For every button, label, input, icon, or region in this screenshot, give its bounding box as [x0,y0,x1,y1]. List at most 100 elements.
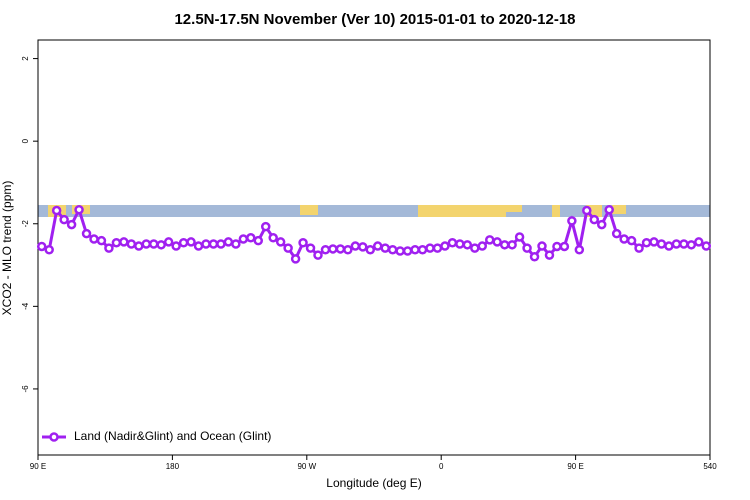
point [328,244,338,254]
point [350,241,361,251]
y-tick-label: -2 [21,220,30,228]
point [119,237,129,247]
x-tick-label: 90 W [297,462,316,471]
point [425,243,435,253]
point [51,205,62,216]
point [305,243,316,253]
y-tick-label: -4 [21,302,30,310]
legend-marker [49,432,59,442]
chart-title: 12.5N-17.5N November (Ver 10) 2015-01-01… [174,11,575,28]
point [387,245,398,255]
point [499,240,510,250]
point [260,221,271,232]
point [313,250,323,260]
point [604,204,614,215]
point [380,243,390,253]
point [664,241,674,251]
point [596,219,607,230]
point [283,243,293,253]
point [268,233,278,243]
point [275,237,286,247]
point [231,239,241,249]
point [522,243,532,253]
y-tick-label: -6 [21,385,30,393]
point [649,237,659,247]
point [208,239,219,249]
point [694,237,704,247]
point [432,243,443,253]
point [582,205,592,216]
point [567,216,577,226]
point [484,235,495,245]
point [141,239,152,249]
point [193,241,204,251]
x-tick-label: 540 [703,462,717,471]
point [156,240,166,250]
point [163,237,174,247]
x-tick-label: 180 [166,462,180,471]
point [477,241,488,251]
point [246,233,256,243]
point [89,234,99,244]
point [178,238,189,248]
point [447,238,458,248]
point [171,241,181,251]
point [537,241,547,251]
point [44,245,54,255]
point [358,242,368,252]
x-tick-label: 0 [439,462,444,471]
point [671,239,682,249]
point [544,250,555,260]
point [320,245,331,255]
point [223,237,234,247]
point [641,238,652,248]
point [253,235,264,246]
point [492,237,502,247]
point [59,214,69,225]
point [470,243,480,253]
point [410,245,420,255]
point [104,243,114,253]
y-tick-label: 0 [21,138,30,143]
x-tick-label: 90 E [30,462,46,471]
map-strip [38,205,710,217]
point [552,241,562,252]
point [148,239,159,249]
point [507,240,517,250]
x-tick-label: 90 E [567,462,583,471]
point [455,239,465,249]
point [514,232,525,242]
point [619,234,629,244]
point [679,239,689,249]
point [372,241,383,251]
point [529,252,540,262]
point [298,238,308,248]
point [395,246,405,256]
point [365,245,376,255]
point [402,246,413,256]
point [686,240,697,250]
legend-label: Land (Nadir&Glint) and Ocean (Glint) [74,429,271,443]
point [111,238,122,248]
point [335,244,346,254]
point [290,254,301,264]
point [66,219,77,230]
point [634,243,644,253]
point [74,204,84,215]
point [589,214,600,225]
point [440,241,450,251]
x-axis-label: Longitude (deg E) [326,476,421,490]
point [238,234,249,244]
point [462,240,473,250]
y-axis-label: XCO2 - MLO trend (ppm) [0,181,14,316]
point [417,245,428,255]
point [36,241,47,252]
point [216,239,226,249]
point [186,237,196,247]
point [134,241,144,251]
y-tick-label: 2 [21,56,30,61]
point [96,235,107,246]
point [626,235,637,246]
point [201,239,211,249]
